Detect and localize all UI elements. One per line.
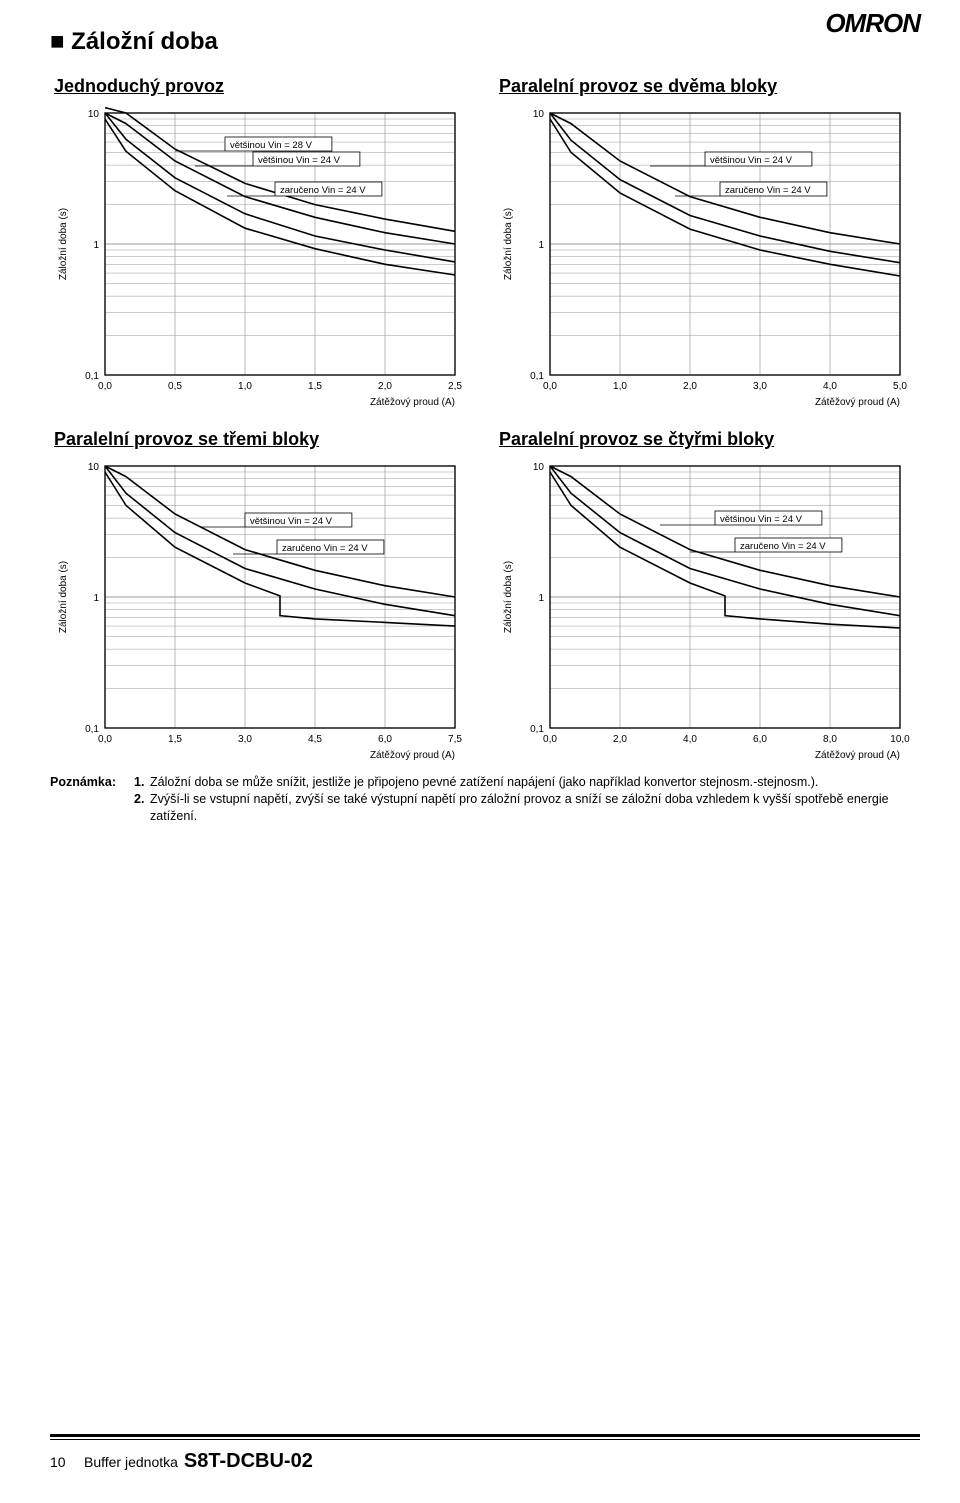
chart-3: Paralelní provoz se třemi bloky 0,0 1,5 3,… xyxy=(50,425,475,768)
svg-text:10: 10 xyxy=(88,109,100,120)
svg-text:většinou Vin = 24 V: většinou Vin = 24 V xyxy=(258,155,341,166)
chart-1-svg: 0,0 0,5 1,0 1,5 2,0 2,5 10 1 0,1 Záložní doba (s)… xyxy=(50,105,470,415)
svg-text:zaručeno Vin = 24 V: zaručeno Vin = 24 V xyxy=(282,543,368,554)
svg-text:1: 1 xyxy=(538,240,544,251)
svg-text:2,0: 2,0 xyxy=(683,381,697,392)
section-title: Záložní doba xyxy=(50,28,920,56)
chart-2: Paralelní provoz se dvěma bloky 0,0 1,0 2,… xyxy=(495,72,920,415)
svg-text:1: 1 xyxy=(93,593,99,604)
svg-text:0,1: 0,1 xyxy=(85,724,99,735)
footer: 10 Buffer jednotka S8T-DCBU-02 xyxy=(0,1434,960,1473)
footer-rule-thin xyxy=(50,1439,920,1440)
svg-text:5,0: 5,0 xyxy=(893,381,907,392)
svg-text:2,5: 2,5 xyxy=(448,381,462,392)
svg-text:8,0: 8,0 xyxy=(823,734,837,745)
page: OMRON Záložní doba Jednoduchý provoz 0,0… xyxy=(0,0,960,1503)
svg-text:1,0: 1,0 xyxy=(238,381,252,392)
svg-text:0,1: 0,1 xyxy=(85,371,99,382)
svg-text:3,0: 3,0 xyxy=(753,381,767,392)
svg-text:3,0: 3,0 xyxy=(238,734,252,745)
footer-model: S8T-DCBU-02 xyxy=(184,1450,313,1473)
chart-2-svg: 0,0 1,0 2,0 3,0 4,0 5,0 10 1 0,1 Záložní doba (s)… xyxy=(495,105,915,415)
svg-text:4,0: 4,0 xyxy=(823,381,837,392)
svg-text:6,0: 6,0 xyxy=(753,734,767,745)
svg-text:4,0: 4,0 xyxy=(683,734,697,745)
chart-2-title: Paralelní provoz se dvěma bloky xyxy=(499,76,920,97)
chart-1: Jednoduchý provoz 0,00,51,01,52,02,51010… xyxy=(50,72,475,415)
footer-text: Buffer jednotka xyxy=(84,1454,178,1470)
svg-text:0,5: 0,5 xyxy=(168,381,182,392)
note-2-num: 2. xyxy=(134,791,150,825)
svg-text:Zátěžový proud (A): Zátěžový proud (A) xyxy=(815,750,900,761)
svg-text:2,0: 2,0 xyxy=(613,734,627,745)
svg-text:1,5: 1,5 xyxy=(168,734,182,745)
svg-text:0,0: 0,0 xyxy=(543,734,557,745)
svg-text:Záložní doba (s): Záložní doba (s) xyxy=(503,208,514,280)
svg-text:0,0: 0,0 xyxy=(543,381,557,392)
svg-text:10,0: 10,0 xyxy=(890,734,910,745)
svg-text:1,5: 1,5 xyxy=(308,381,322,392)
footer-rule-thick xyxy=(50,1434,920,1437)
svg-text:10: 10 xyxy=(533,462,545,473)
svg-text:zaručeno Vin = 24 V: zaručeno Vin = 24 V xyxy=(725,185,811,196)
chart-1-title: Jednoduchý provoz xyxy=(54,76,475,97)
svg-text:Zátěžový proud (A): Zátěžový proud (A) xyxy=(815,397,900,408)
brand-logo: OMRON xyxy=(825,8,920,39)
svg-text:0,1: 0,1 xyxy=(530,371,544,382)
svg-text:Záložní doba (s): Záložní doba (s) xyxy=(58,561,69,633)
note-1-text: Záložní doba se může snížit, jestliže je… xyxy=(150,774,818,791)
svg-text:Záložní doba (s): Záložní doba (s) xyxy=(58,208,69,280)
svg-text:Zátěžový proud (A): Zátěžový proud (A) xyxy=(370,397,455,408)
svg-text:Záložní doba (s): Záložní doba (s) xyxy=(503,561,514,633)
svg-text:většinou Vin = 28 V: většinou Vin = 28 V xyxy=(230,140,313,151)
chart-4-svg: 0,0 2,0 4,0 6,0 8,0 10,0 10 1 0,1 Záložní doba (s… xyxy=(495,458,915,768)
note-2-text: Zvýší-li se vstupní napětí, zvýší se tak… xyxy=(150,791,920,825)
svg-text:2,0: 2,0 xyxy=(378,381,392,392)
charts-grid: Jednoduchý provoz 0,00,51,01,52,02,51010… xyxy=(50,72,920,768)
svg-text:zaručeno Vin = 24 V: zaručeno Vin = 24 V xyxy=(740,541,826,552)
notes: Poznámka: 1. Záložní doba se může snížit… xyxy=(50,774,920,825)
svg-text:10: 10 xyxy=(533,109,545,120)
svg-text:většinou Vin = 24 V: většinou Vin = 24 V xyxy=(710,155,793,166)
svg-text:6,0: 6,0 xyxy=(378,734,392,745)
svg-text:většinou Vin = 24 V: většinou Vin = 24 V xyxy=(250,516,333,527)
chart-3-title: Paralelní provoz se třemi bloky xyxy=(54,429,475,450)
svg-text:1,0: 1,0 xyxy=(613,381,627,392)
svg-text:zaručeno Vin = 24 V: zaručeno Vin = 24 V xyxy=(280,185,366,196)
page-number: 10 xyxy=(50,1454,84,1470)
chart-4-title: Paralelní provoz se čtyřmi bloky xyxy=(499,429,920,450)
svg-text:0,0: 0,0 xyxy=(98,381,112,392)
svg-text:10: 10 xyxy=(88,462,100,473)
note-1-num: 1. xyxy=(134,774,150,791)
svg-text:0,1: 0,1 xyxy=(530,724,544,735)
svg-text:1: 1 xyxy=(93,240,99,251)
notes-label: Poznámka: xyxy=(50,774,134,791)
svg-text:Zátěžový proud (A): Zátěžový proud (A) xyxy=(370,750,455,761)
chart-4: Paralelní provoz se čtyřmi bloky 0,0 2,0 4… xyxy=(495,425,920,768)
svg-text:0,0: 0,0 xyxy=(98,734,112,745)
svg-text:většinou Vin = 24 V: většinou Vin = 24 V xyxy=(720,514,803,525)
svg-text:7,5: 7,5 xyxy=(448,734,462,745)
svg-text:1: 1 xyxy=(538,593,544,604)
chart-3-svg: 0,0 1,5 3,0 4,5 6,0 7,5 10 1 0,1 Záložní doba (s)… xyxy=(50,458,470,768)
svg-text:4,5: 4,5 xyxy=(308,734,322,745)
